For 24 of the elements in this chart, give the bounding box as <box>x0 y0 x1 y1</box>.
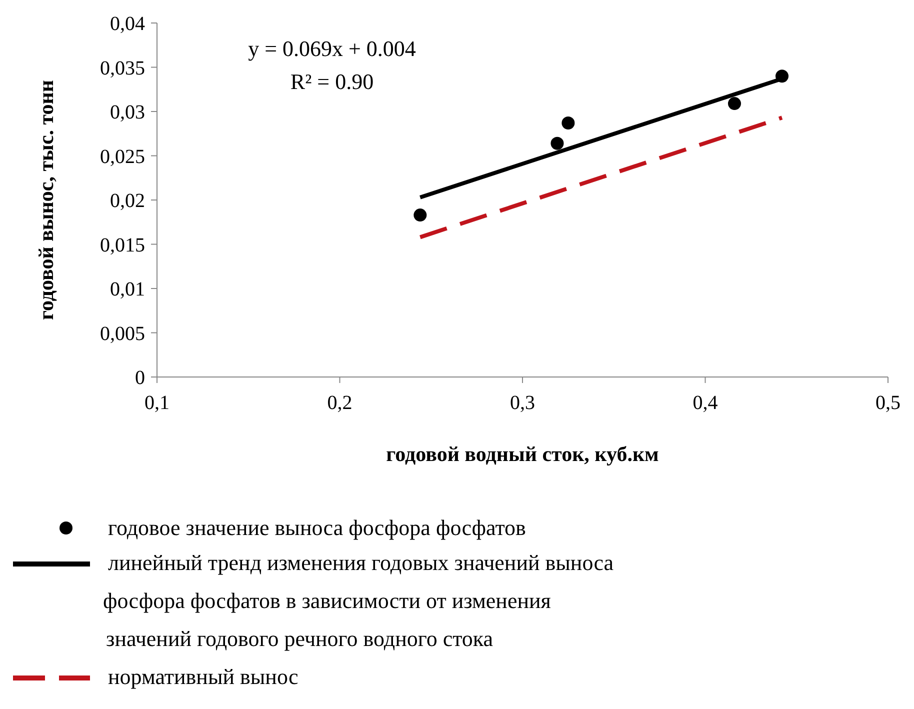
legend-label: нормативный вынос <box>108 664 298 689</box>
y-tick-label: 0,035 <box>100 57 145 80</box>
y-axis-title: годовой вынос, тыс. тонн <box>34 80 58 320</box>
y-tick-label: 0,01 <box>110 278 145 300</box>
y-tick-label: 0 <box>135 367 145 389</box>
y-tick-label: 0,02 <box>110 190 145 212</box>
annotation: R² = 0.90 <box>290 69 374 94</box>
point <box>550 136 564 150</box>
legend-label: годовое значение выноса фосфора фосфатов <box>108 515 526 540</box>
annotation: y = 0.069x + 0.004 <box>248 36 416 61</box>
y-tick-label: 0,025 <box>100 146 145 168</box>
y-tick-label: 0,04 <box>110 13 145 35</box>
y-tick-label: 0,015 <box>100 234 145 256</box>
x-tick-label: 0,4 <box>692 392 718 414</box>
x-tick-label: 0,5 <box>876 392 900 414</box>
x-tick-label: 0,3 <box>510 392 535 414</box>
x-axis-title: годовой водный сток, куб.км <box>386 442 659 466</box>
point <box>414 208 427 222</box>
y-tick-label: 0,005 <box>100 322 145 345</box>
point <box>562 116 575 130</box>
y-tick-label: 0,03 <box>110 102 145 124</box>
point <box>728 97 741 110</box>
x-tick-label: 0,1 <box>144 392 170 414</box>
x-tick-label: 0,2 <box>327 392 352 414</box>
